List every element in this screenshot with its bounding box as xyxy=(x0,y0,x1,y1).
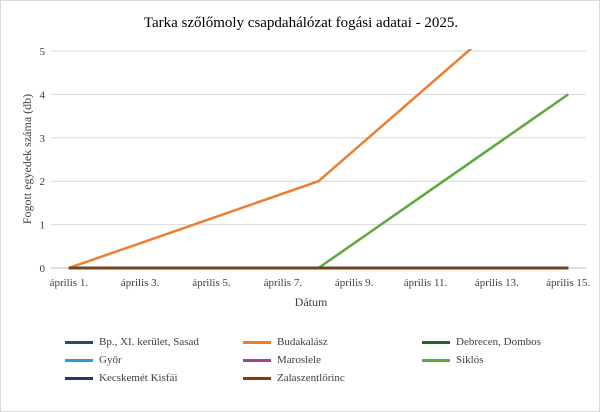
x-tick-label: április 7. xyxy=(264,277,303,289)
legend-label: Budakalász xyxy=(277,336,328,348)
legend-label: Győr xyxy=(99,354,122,366)
series-lines xyxy=(68,49,569,270)
x-tick-label: április 1. xyxy=(50,277,89,289)
x-tick-label: április 13. xyxy=(475,277,519,289)
y-tick-label: 0 xyxy=(40,263,46,275)
legend-swatch xyxy=(243,358,271,362)
legend-item: Zalaszentlőrinc xyxy=(243,369,345,387)
legend-swatch xyxy=(243,340,271,344)
legend-item: Siklós xyxy=(422,351,484,369)
legend-swatch xyxy=(243,376,271,380)
legend-swatch xyxy=(65,340,93,344)
legend-item: Debrecen, Dombos xyxy=(422,333,541,351)
legend-item: Kecskemét Kisfái xyxy=(65,369,178,387)
x-tick-label: április 9. xyxy=(335,277,374,289)
legend-label: Kecskemét Kisfái xyxy=(99,372,178,384)
legend-item: Maroslele xyxy=(243,351,321,369)
legend: Bp., XI. kerület, Sasad Budakalász Debrece… xyxy=(65,333,585,389)
legend-label: Zalaszentlőrinc xyxy=(277,372,345,384)
series-line-1 xyxy=(68,49,473,270)
x-tick-label: április 5. xyxy=(192,277,231,289)
legend-swatch xyxy=(65,376,93,380)
legend-label: Debrecen, Dombos xyxy=(456,336,541,348)
legend-item: Győr xyxy=(65,351,122,369)
x-tick-label: április 11. xyxy=(404,277,448,289)
y-axis-label: Fogott egyedek száma (db) xyxy=(20,94,34,224)
legend-label: Bp., XI. kerület, Sasad xyxy=(99,336,199,348)
x-axis-label: Dátum xyxy=(295,295,328,309)
legend-label: Maroslele xyxy=(277,354,321,366)
chart-title: Tarka szőlőmoly csapdahálózat fogási ada… xyxy=(144,15,458,31)
y-tick-label: 1 xyxy=(40,220,46,232)
axes: 0 1 2 3 4 5 április 1. április 3. április 5. ápri… xyxy=(40,46,591,289)
y-tick-label: 5 xyxy=(40,46,46,58)
x-tick-label: április 3. xyxy=(121,277,160,289)
legend-swatch xyxy=(65,358,93,362)
legend-swatch xyxy=(422,358,450,362)
legend-swatch xyxy=(422,340,450,344)
y-tick-label: 2 xyxy=(40,176,46,188)
legend-label: Siklós xyxy=(456,354,484,366)
y-tick-label: 4 xyxy=(40,89,46,101)
x-tick-label: április 15. xyxy=(546,277,590,289)
legend-item: Bp., XI. kerület, Sasad xyxy=(65,333,199,351)
legend-item: Budakalász xyxy=(243,333,328,351)
y-tick-label: 3 xyxy=(40,133,46,145)
